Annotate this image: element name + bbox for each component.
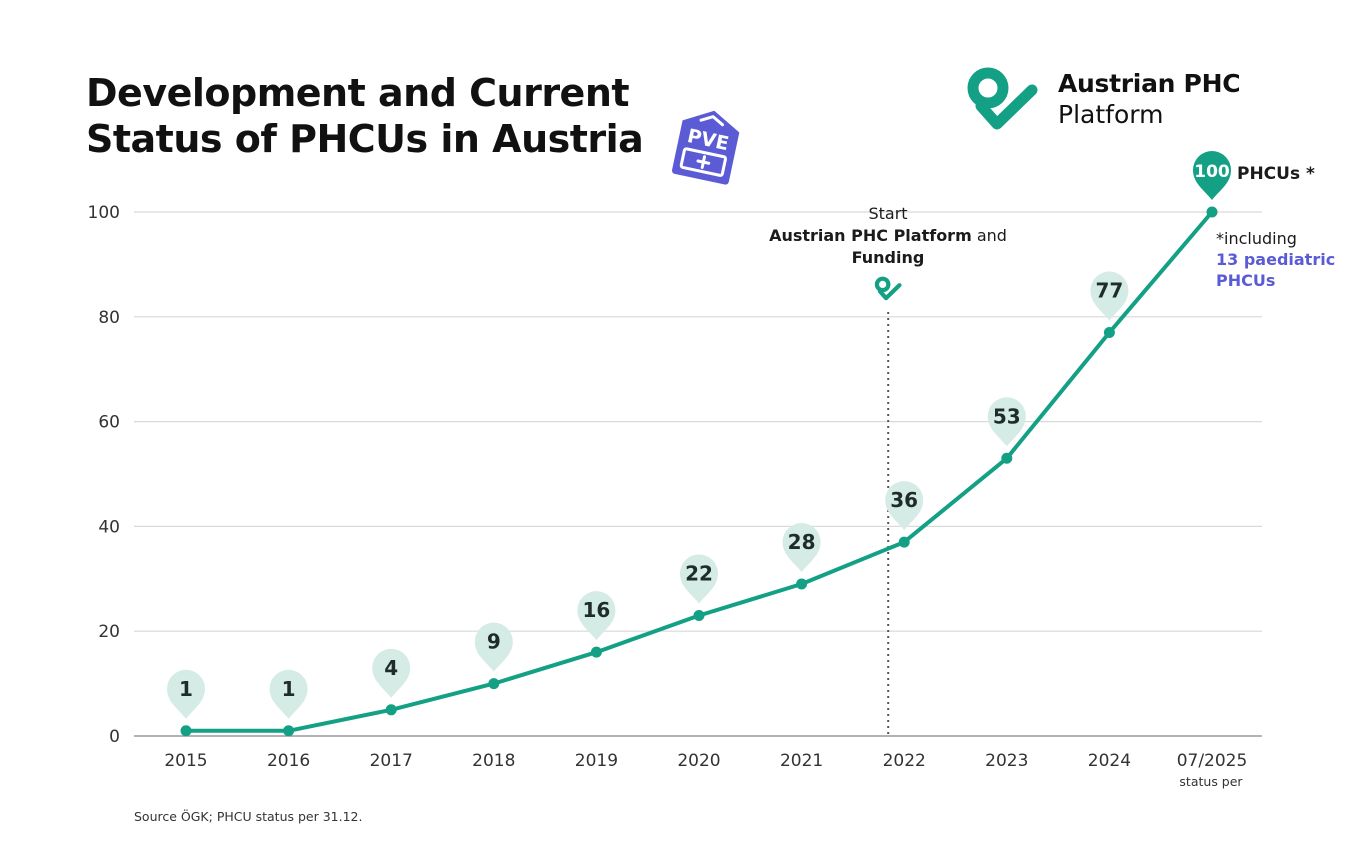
pin-shape [885, 481, 924, 531]
x-tick-label: 2024 [1088, 751, 1131, 771]
data-label-pin: 36 [885, 481, 924, 531]
footnote-line-3: PHCUs [1216, 271, 1276, 290]
pin-shape [680, 554, 718, 604]
x-tick-label: 2020 [677, 751, 720, 771]
y-tick-label: 20 [98, 622, 120, 642]
data-label: 1 [282, 677, 296, 701]
brand-name-line-1: Austrian PHC [1058, 69, 1241, 98]
footnote-line-1: *including [1216, 229, 1297, 248]
pin-shape [577, 591, 616, 641]
annotation-line-2: Austrian PHC Platform and [748, 225, 1028, 247]
y-axis-ticks: 0 20 40 60 80 100 [88, 203, 120, 747]
data-point [283, 725, 295, 737]
x-tick-label: 2022 [883, 751, 926, 771]
pin-shape [167, 669, 205, 719]
pve-house-icon: PVE [672, 110, 740, 185]
austrian-phc-small-logo-icon [874, 276, 902, 301]
x-axis-ticks: 2015 2016 2017 2018 2019 2020 2021 2022 2023 2024… [164, 751, 1247, 771]
footnote: *including 13 paediatric PHCUs [1216, 228, 1346, 291]
data-label-pin: 9 [474, 622, 513, 672]
series-line-phcus [184, 210, 1214, 733]
data-label-pin: 28 [782, 523, 821, 573]
data-point [693, 609, 705, 621]
data-point [1001, 452, 1013, 464]
data-point [898, 536, 910, 548]
chart-title-line-2: Status of PHCUs in Austria [86, 117, 644, 161]
data-label-pin: 4 [372, 648, 411, 698]
pin-shape [372, 648, 411, 698]
data-label-pin: 16 [577, 591, 616, 641]
pin-shape [474, 622, 513, 672]
data-label: 9 [487, 630, 501, 654]
y-tick-label: 80 [98, 308, 120, 328]
pin-shape [782, 523, 821, 573]
data-label: 77 [1095, 279, 1123, 303]
data-point [180, 725, 192, 737]
pin-shape [987, 397, 1026, 447]
data-label: 22 [685, 561, 713, 585]
chart-title: Development and Current Status of PHCUs … [86, 70, 686, 162]
x-tick-label: 2015 [164, 751, 207, 771]
data-point [488, 678, 500, 690]
x-tick-label: 2021 [780, 751, 823, 771]
annotation-funding: Funding [851, 248, 925, 267]
final-value-label: 100 [1194, 162, 1230, 182]
data-point [385, 704, 397, 716]
pin-shape [1193, 151, 1231, 200]
y-tick-label: 100 [88, 203, 120, 223]
austrian-phc-logo-icon [967, 67, 1038, 130]
data-label-pin: 77 [1090, 271, 1129, 321]
data-point [1103, 327, 1115, 339]
platform-start-annotation: Start Austrian PHC Platform and Funding [748, 203, 1028, 269]
data-labels: 1 1 4 9 16 22 28 36 53 77 100 [167, 151, 1231, 719]
data-label: 53 [993, 404, 1021, 428]
source-note: Source ÖGK; PHCU status per 31.12. [134, 809, 363, 824]
data-point [590, 646, 602, 658]
y-tick-label: 60 [98, 413, 120, 433]
y-tick-label: 0 [109, 727, 120, 747]
x-tick-label: 2016 [267, 751, 310, 771]
data-label: 36 [890, 488, 918, 512]
y-tick-label: 40 [98, 517, 120, 537]
data-label: 16 [582, 598, 610, 622]
x-tick-label: 2018 [472, 751, 515, 771]
data-label: 1 [179, 677, 193, 701]
brand-name: Austrian PHC Platform [1058, 68, 1241, 130]
data-points [180, 206, 1218, 737]
annotation-and: and [971, 226, 1007, 245]
data-label-pin: 53 [987, 397, 1026, 447]
annotation-start-label: Start [868, 204, 908, 223]
chart-title-line-1: Development and Current [86, 71, 630, 115]
data-label-pin: 1 [167, 669, 205, 719]
data-label: 28 [788, 530, 816, 554]
final-value-suffix: PHCUs * [1237, 164, 1315, 184]
footnote-line-2: 13 paediatric [1216, 250, 1336, 269]
brand-block: Austrian PHC Platform [964, 66, 1264, 138]
x-tick-label: 2023 [985, 751, 1028, 771]
x-tick-label: 2017 [370, 751, 413, 771]
pin-shape [1090, 271, 1129, 321]
data-point [1206, 206, 1218, 218]
x-tick-label: 07/2025 [1177, 751, 1248, 771]
x-tick-label: 2019 [575, 751, 618, 771]
pin-shape [269, 669, 308, 719]
status-per-note: status per [1179, 774, 1243, 789]
grid-lines [134, 211, 1262, 632]
annotation-platform-name: Austrian PHC Platform [769, 226, 972, 245]
brand-name-line-2: Platform [1058, 100, 1164, 129]
data-point [796, 578, 808, 590]
data-label-pin: 22 [680, 554, 718, 604]
final-value-pin: 100 [1193, 151, 1231, 200]
data-label-pin: 1 [269, 669, 308, 719]
data-label: 4 [384, 656, 398, 680]
